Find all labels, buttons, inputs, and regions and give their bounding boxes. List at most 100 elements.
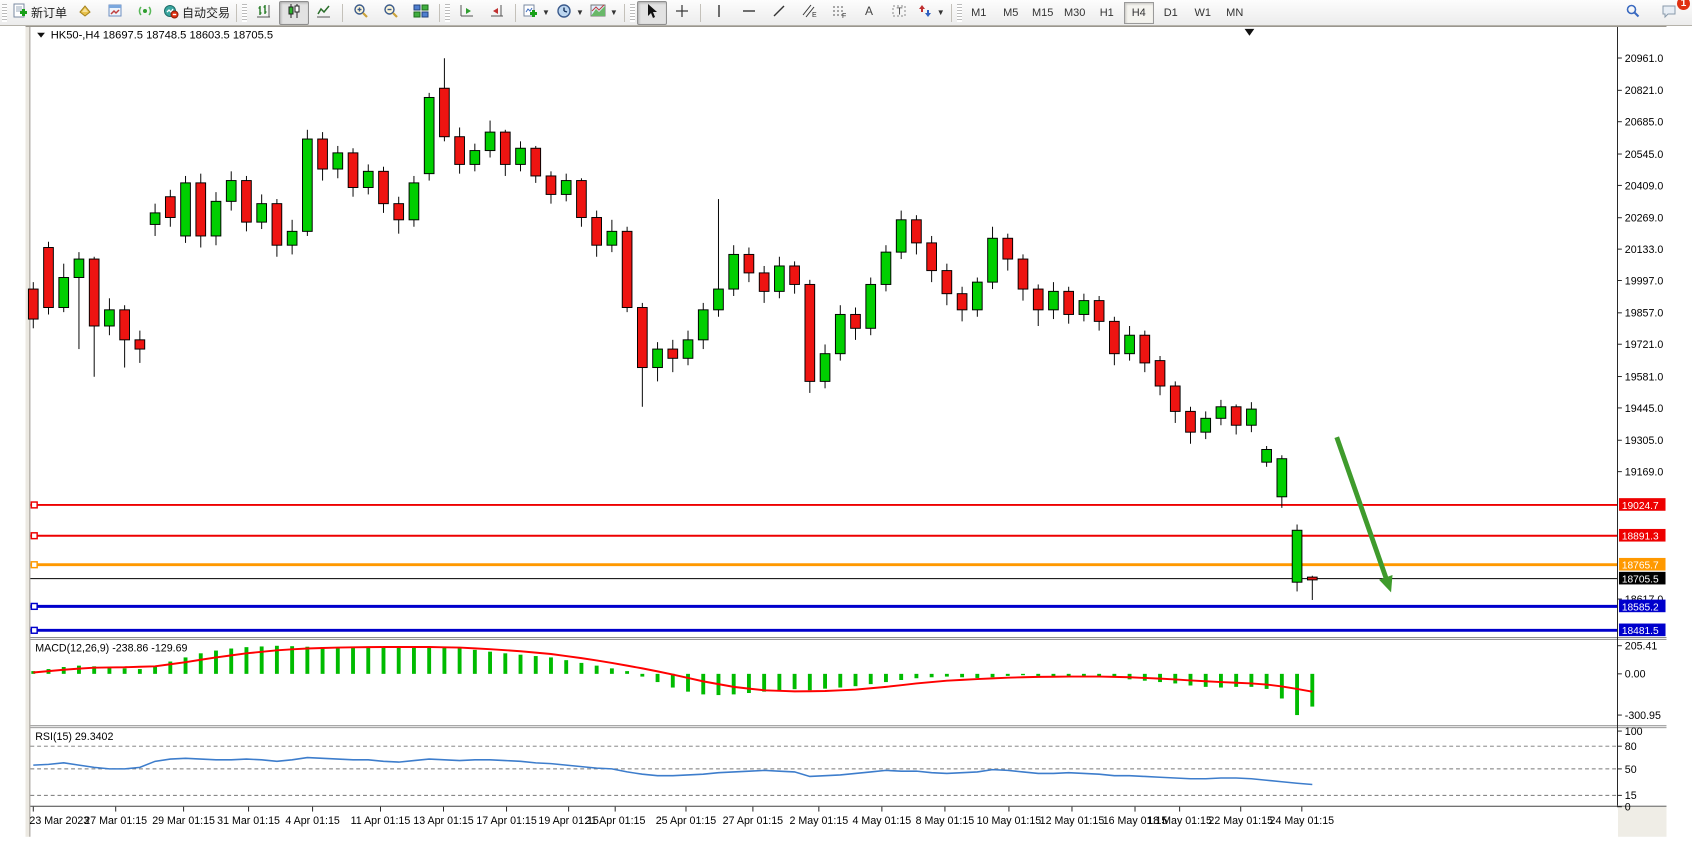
autotrading-button[interactable]: 自动交易 xyxy=(160,1,233,25)
zoom-in-icon xyxy=(353,3,369,22)
timeframe-mn[interactable]: MN xyxy=(1226,6,1244,19)
fibonacci-button[interactable]: F xyxy=(824,1,854,25)
rsi-tick-label: 50 xyxy=(1625,764,1637,776)
svg-text:F: F xyxy=(842,13,846,19)
hline-handle[interactable] xyxy=(30,626,38,634)
trendline-button[interactable] xyxy=(764,1,794,25)
tile-windows-button[interactable] xyxy=(406,1,436,25)
zoom-in-button[interactable] xyxy=(346,1,376,25)
crosshair-button[interactable] xyxy=(667,1,697,25)
macd-panel[interactable]: MACD(12,26,9) -238.86 -129.69 205.41 0.00 -… xyxy=(31,641,1661,722)
macd-tick-label: 205.41 xyxy=(1625,641,1658,653)
timeframe-w1[interactable]: W1 xyxy=(1194,6,1211,19)
toolbar-right: 1 xyxy=(1618,0,1692,25)
candle-body xyxy=(1139,334,1151,364)
new-order-button[interactable]: 新订单 xyxy=(9,1,70,25)
candle-body xyxy=(850,313,861,329)
candle-body xyxy=(347,152,359,188)
price-line-flag xyxy=(1618,571,1666,585)
candle-body xyxy=(423,96,435,175)
periods-button[interactable]: ▼ xyxy=(553,1,587,25)
candle-body xyxy=(1200,417,1212,433)
equidistant-channel-button[interactable]: E xyxy=(794,1,824,25)
time-tick-label: 29 Mar 01:15 xyxy=(152,815,215,827)
toolbar-grip xyxy=(2,3,7,22)
chart-shift-button[interactable] xyxy=(482,1,512,25)
arrows-button[interactable]: ▼ xyxy=(914,1,948,25)
symbol-dropdown-icon[interactable] xyxy=(37,32,45,38)
timeframe-m15[interactable]: M15 xyxy=(1032,6,1054,19)
price-tick-label: 20821.0 xyxy=(1625,85,1664,97)
timeframe-m1[interactable]: M1 xyxy=(971,6,987,19)
chat-bubble-icon xyxy=(1661,3,1677,22)
hline-handle[interactable] xyxy=(30,602,38,611)
candle-body xyxy=(134,339,146,350)
candle-body xyxy=(1124,334,1135,355)
text-label-button[interactable]: T xyxy=(884,1,914,25)
zoom-out-button[interactable] xyxy=(376,1,406,25)
candlesticks xyxy=(27,58,1318,600)
candle-body xyxy=(119,309,130,341)
timeframe-h1[interactable]: H1 xyxy=(1099,6,1114,19)
timeframe-toolbar: M1 M5 M15 M30 H1 H4 D1 W1 MN xyxy=(964,1,1250,24)
candle-body xyxy=(1261,448,1272,463)
hline-handle[interactable] xyxy=(30,561,38,569)
line-chart-button[interactable] xyxy=(309,1,339,25)
timeframe-m30[interactable]: M30 xyxy=(1064,6,1086,19)
drawn-arrow-head[interactable] xyxy=(1379,574,1393,593)
signals-icon xyxy=(137,3,153,22)
macd-signal-line xyxy=(33,646,1313,693)
candle-body xyxy=(1063,290,1075,315)
horizontal-line-icon xyxy=(741,3,757,22)
text-button[interactable]: A xyxy=(854,1,884,25)
price-line-flag xyxy=(1618,623,1666,637)
time-tick-label: 4 Apr 01:15 xyxy=(285,815,340,827)
hline-handle[interactable] xyxy=(30,501,38,509)
price-line-flag-label: 18481.5 xyxy=(1622,626,1659,637)
candle-body xyxy=(1291,529,1303,583)
notifications-button[interactable]: 1 xyxy=(1654,0,1690,25)
macd-tick-label: -300.95 xyxy=(1625,710,1661,722)
horizontal-line-button[interactable] xyxy=(734,1,764,25)
candle-body xyxy=(1306,576,1318,581)
candle-body xyxy=(789,265,800,285)
vertical-line-button[interactable] xyxy=(704,1,734,25)
hline-handle[interactable] xyxy=(30,532,38,540)
rsi-tick-label: 15 xyxy=(1625,790,1637,802)
candlestick-chart-button[interactable] xyxy=(279,0,310,25)
candle-body xyxy=(713,288,724,311)
line-chart-icon xyxy=(316,3,332,22)
search-button[interactable] xyxy=(1618,1,1648,25)
auto-scroll-button[interactable] xyxy=(452,1,482,25)
signals-button[interactable] xyxy=(130,1,160,25)
timeframe-m5[interactable]: M5 xyxy=(1003,6,1019,19)
price-axis[interactable]: 20961.0 20821.0 20685.0 20545.0 20409.0 20269… xyxy=(1617,53,1666,637)
bar-chart-button[interactable] xyxy=(249,1,279,25)
market-watch-button[interactable] xyxy=(100,1,130,25)
drawn-arrow[interactable] xyxy=(1334,436,1391,585)
candle-body xyxy=(1093,300,1105,322)
rsi-panel[interactable]: RSI(15) 29.3402 100 80 50 150 xyxy=(30,726,1643,814)
text-label-icon: T xyxy=(891,3,907,22)
candle-body xyxy=(652,348,663,369)
toolbar-grip xyxy=(242,3,248,22)
new-order-label: 新订单 xyxy=(31,6,68,20)
scroll-marker-icon[interactable] xyxy=(1244,28,1255,36)
zoom-out-icon xyxy=(383,3,399,22)
quotes-button[interactable] xyxy=(70,1,100,25)
time-tick-label: 27 Apr 01:15 xyxy=(723,815,784,827)
templates-button[interactable]: ▼ xyxy=(587,1,621,25)
time-tick-label: 31 Mar 01:15 xyxy=(217,815,280,827)
chart-canvas[interactable]: HK50-,H4 18697.5 18748.5 18603.5 18705.5… xyxy=(0,26,1692,862)
candle-body xyxy=(1246,408,1257,426)
candle-body xyxy=(1154,360,1166,387)
time-tick-label: 4 May 01:15 xyxy=(853,815,912,827)
timeframe-d1[interactable]: D1 xyxy=(1163,6,1178,19)
timeframe-h4[interactable]: H4 xyxy=(1123,1,1154,24)
candle-body xyxy=(606,230,618,246)
new-order-icon xyxy=(12,3,28,22)
candle-body xyxy=(73,258,85,279)
indicators-button[interactable]: ▼ xyxy=(519,1,553,25)
cursor-button[interactable] xyxy=(636,0,667,25)
